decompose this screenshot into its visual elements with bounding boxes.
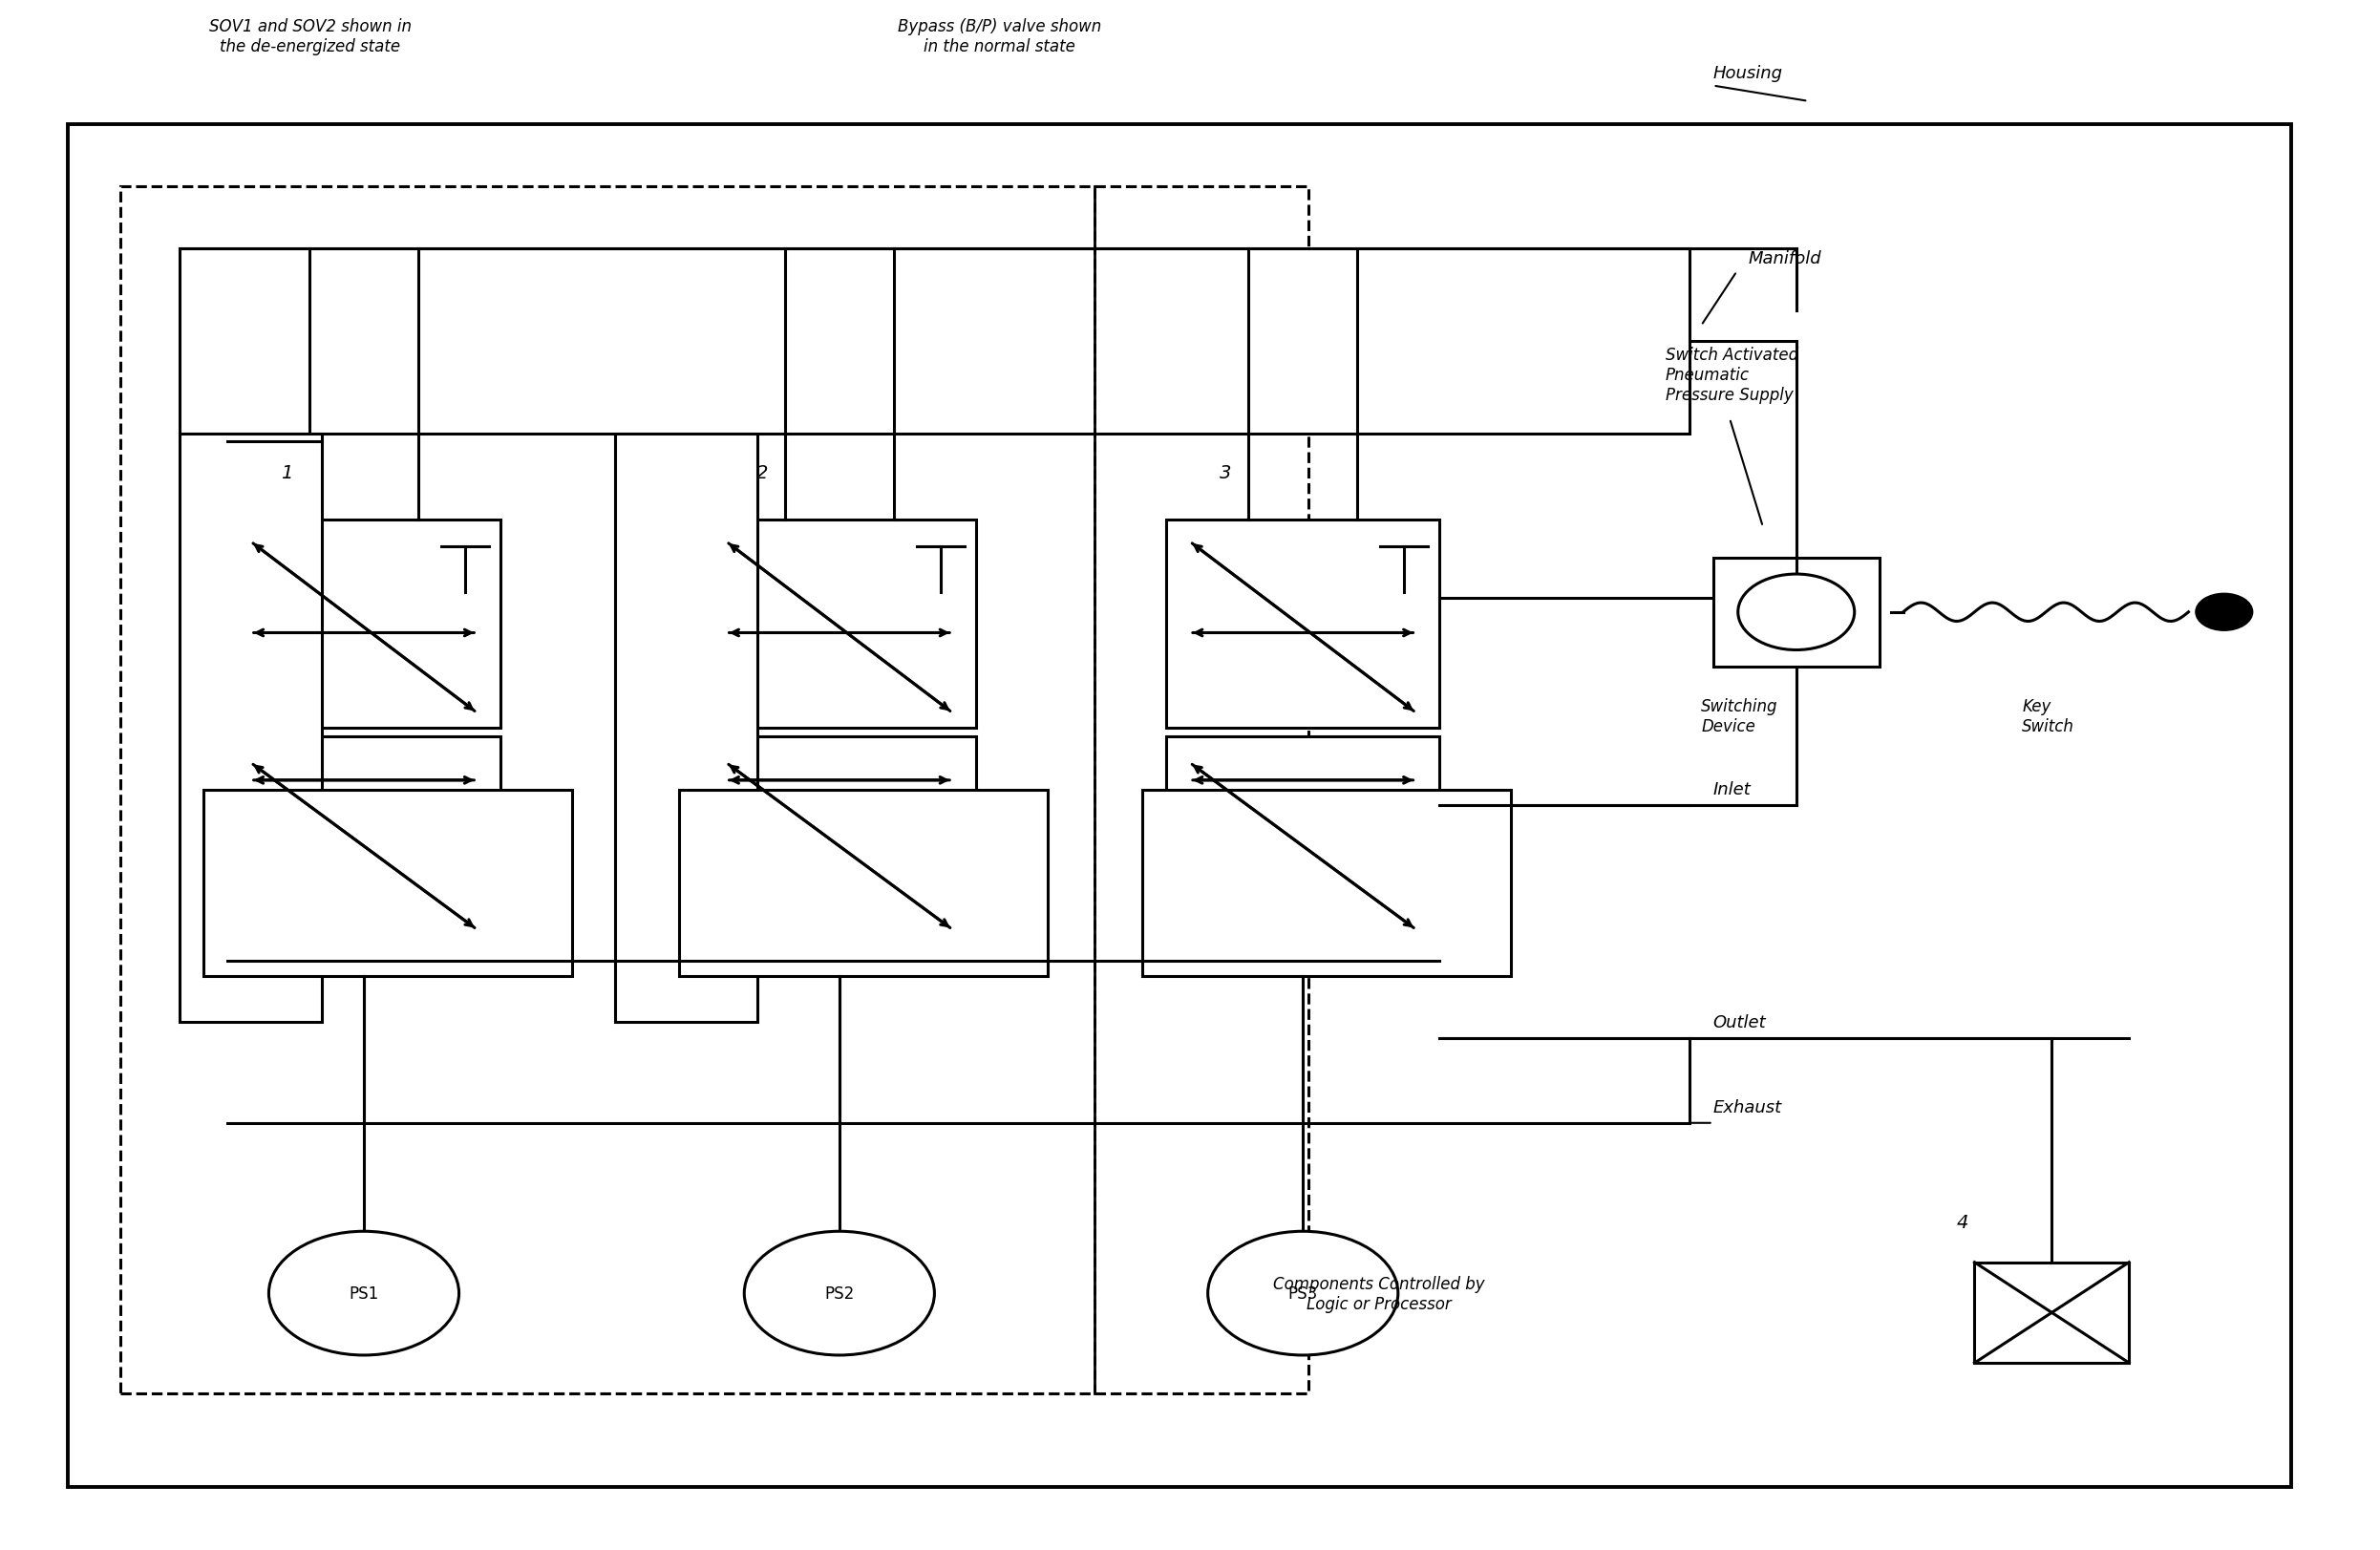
Bar	[202, 790, 571, 976]
Text: Switch Activated
Pneumatic
Pressure Supply: Switch Activated Pneumatic Pressure Supp…	[1666, 347, 1799, 403]
Text: Outlet: Outlet	[1714, 1014, 1766, 1031]
Text: SOV1 and SOV2 shown in
the de-energized state: SOV1 and SOV2 shown in the de-energized …	[209, 19, 412, 56]
Text: Key
Switch: Key Switch	[2023, 698, 2075, 735]
Bar	[1166, 738, 1440, 945]
Text: Components Controlled by
Logic or Processor: Components Controlled by Logic or Proces…	[1273, 1274, 1485, 1311]
Text: Exhaust: Exhaust	[1714, 1099, 1783, 1116]
Bar	[121, 188, 1309, 1393]
Text: 2: 2	[757, 463, 769, 482]
Bar	[1166, 521, 1440, 728]
Text: Switching
Device: Switching Device	[1702, 698, 1778, 735]
Bar	[1142, 790, 1511, 976]
Circle shape	[269, 1231, 459, 1355]
Bar	[1714, 558, 1880, 666]
Bar	[69, 126, 2290, 1486]
Text: PS2: PS2	[823, 1285, 854, 1302]
Text: 1: 1	[281, 463, 293, 482]
Text: Manifold: Manifold	[1749, 250, 1821, 268]
Bar	[702, 738, 976, 945]
Bar	[702, 521, 976, 728]
Bar	[178, 434, 321, 1023]
Bar	[226, 738, 500, 945]
Text: 4: 4	[1956, 1214, 1968, 1231]
Bar	[614, 434, 757, 1023]
Text: Inlet: Inlet	[1714, 781, 1752, 798]
Circle shape	[1737, 575, 1854, 651]
Bar	[178, 250, 1690, 434]
Text: Bypass (B/P) valve shown
in the normal state: Bypass (B/P) valve shown in the normal s…	[897, 19, 1102, 56]
Text: PS1: PS1	[350, 1285, 378, 1302]
Bar	[226, 521, 500, 728]
Text: Housing: Housing	[1714, 65, 1783, 82]
Circle shape	[1207, 1231, 1397, 1355]
Text: 3: 3	[1221, 463, 1230, 482]
Circle shape	[745, 1231, 935, 1355]
Circle shape	[2197, 594, 2254, 631]
Text: PS3: PS3	[1288, 1285, 1319, 1302]
Bar	[678, 790, 1047, 976]
Bar	[1975, 1262, 2130, 1362]
